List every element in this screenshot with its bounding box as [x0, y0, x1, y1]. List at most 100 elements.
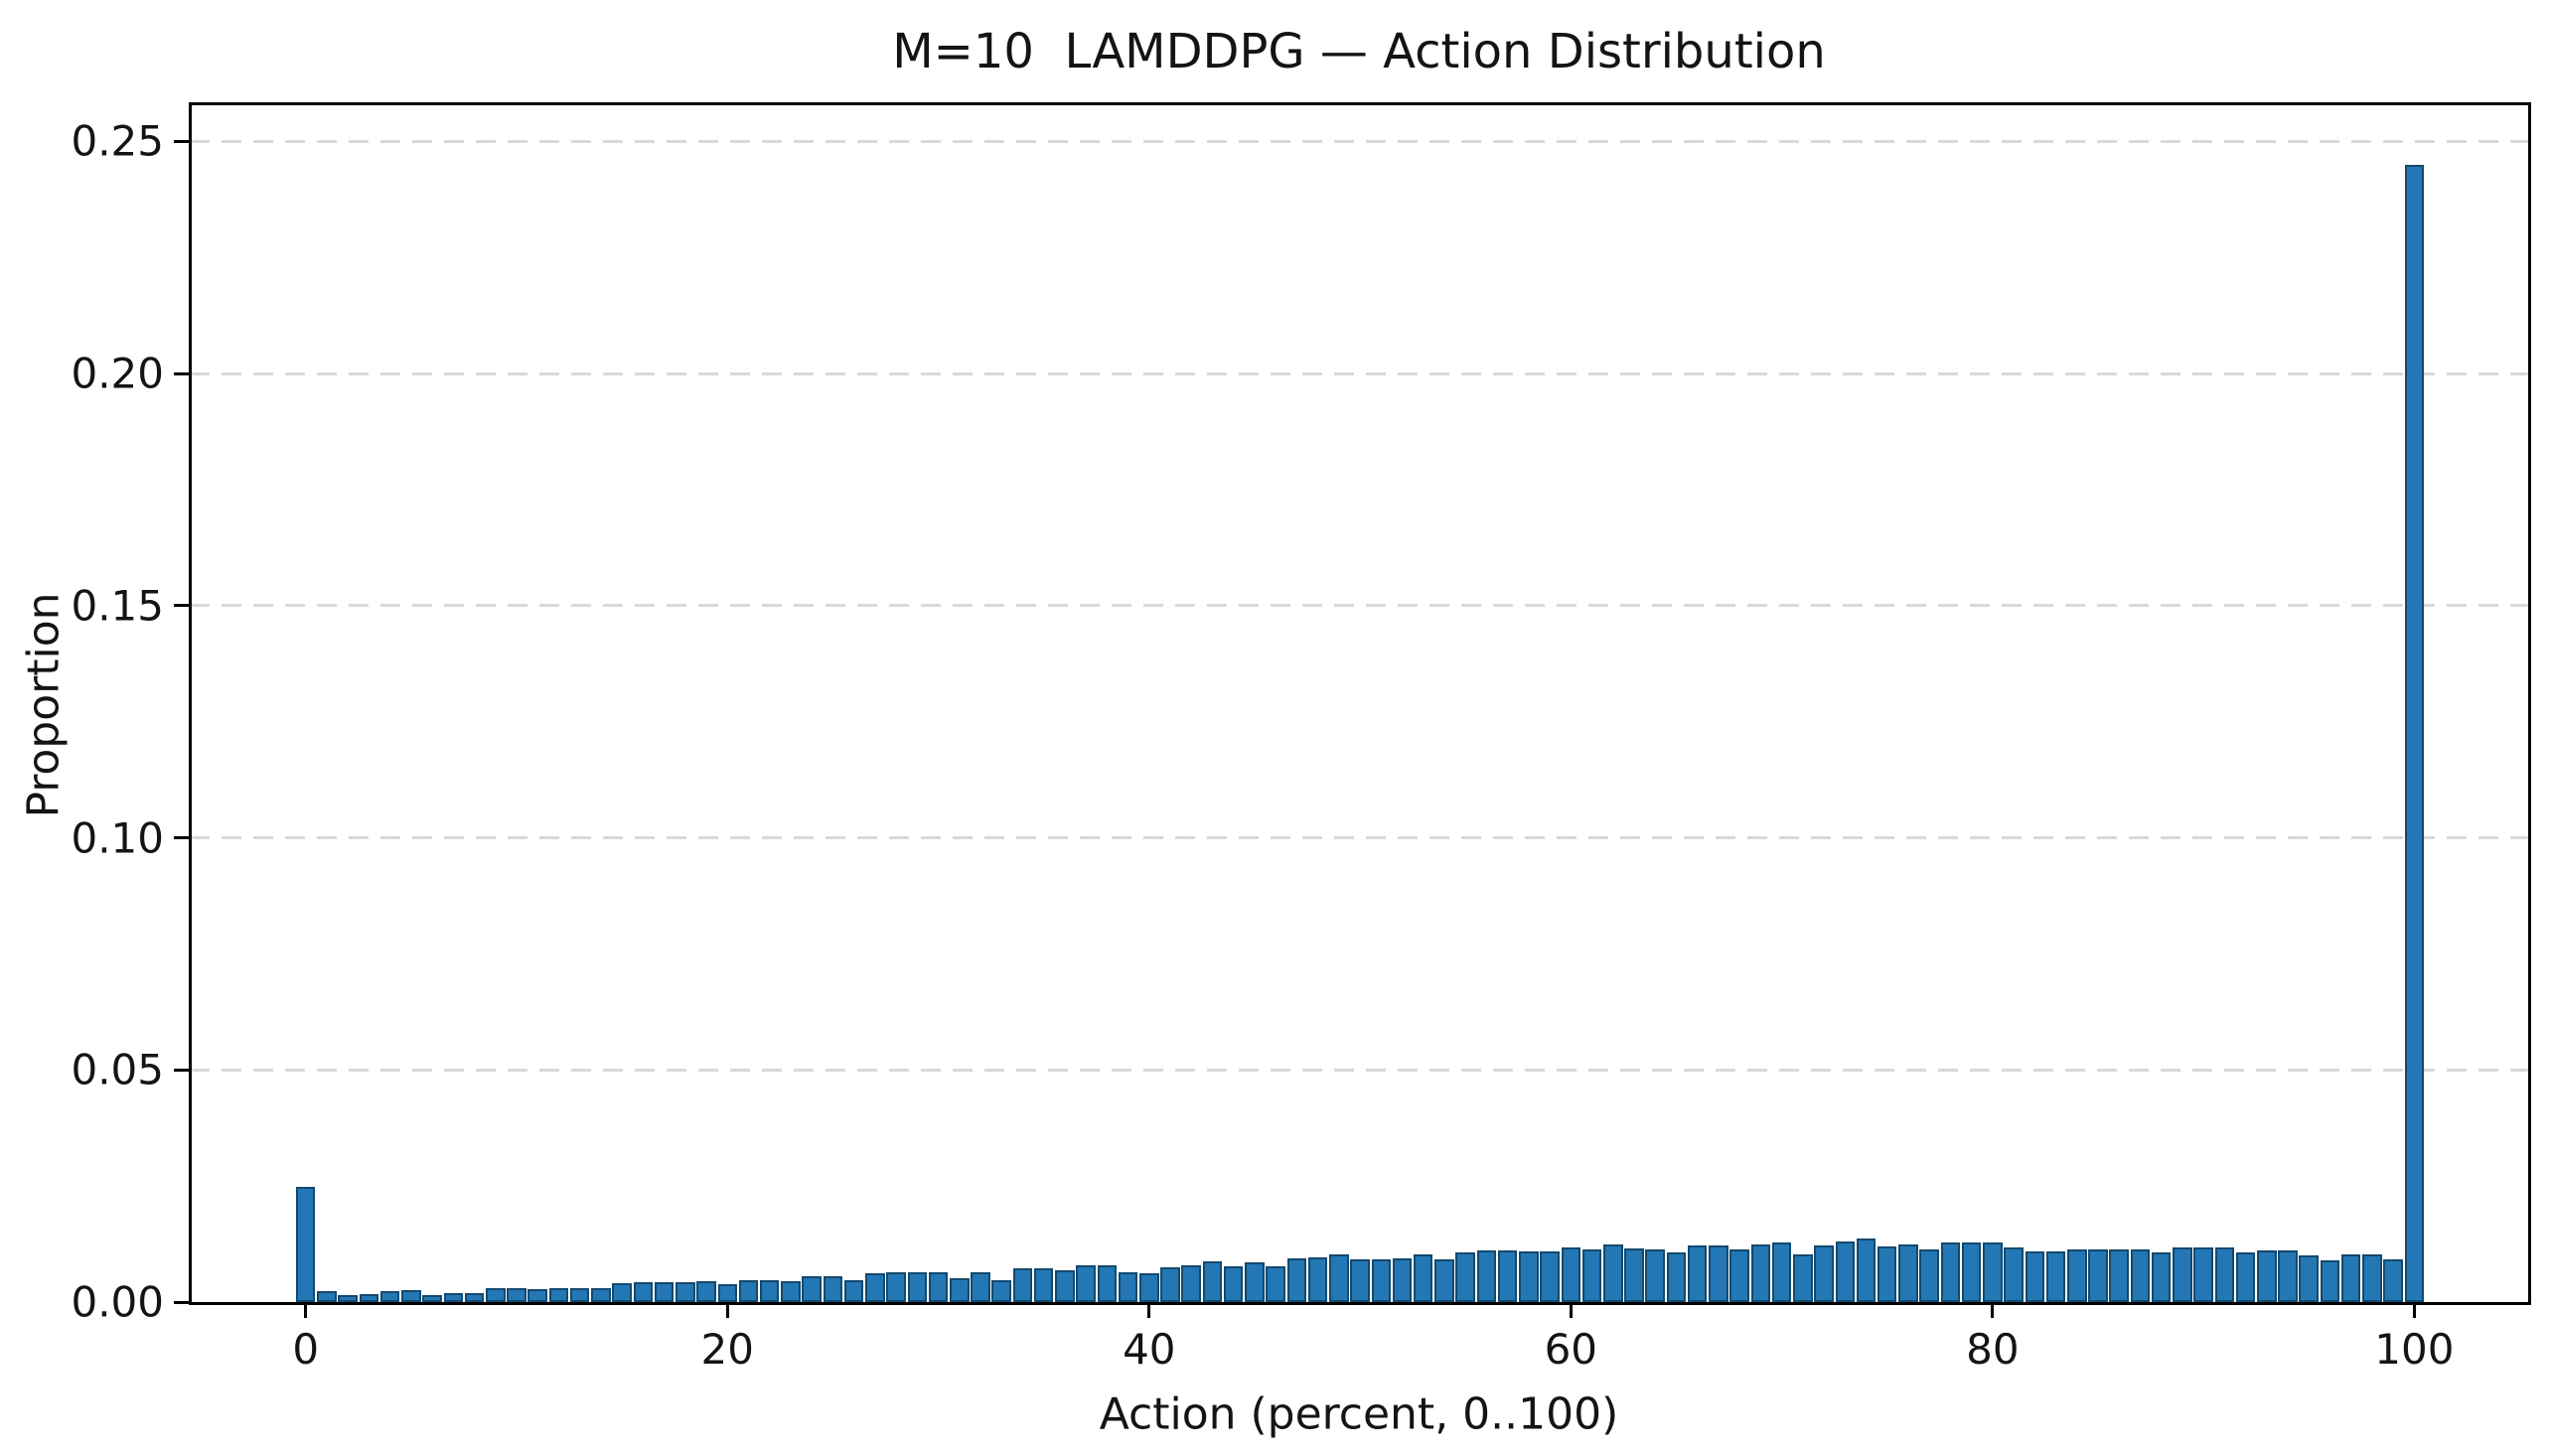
histogram-bar: [338, 1295, 358, 1302]
histogram-bar: [1540, 1251, 1560, 1302]
histogram-bar: [1223, 1266, 1244, 1302]
histogram-bar: [1455, 1252, 1475, 1302]
histogram-bar: [1961, 1242, 1982, 1302]
histogram-bar: [1076, 1265, 1096, 1302]
x-tick-label: 60: [1544, 1325, 1598, 1374]
histogram-bar: [422, 1295, 442, 1302]
histogram-bar: [843, 1280, 864, 1302]
histogram-bar: [1476, 1250, 1497, 1302]
histogram-bar: [971, 1272, 990, 1302]
y-tick-label: 0.00: [71, 1277, 164, 1327]
histogram-bar: [2025, 1251, 2045, 1302]
histogram-bar: [717, 1284, 738, 1302]
histogram-bar: [865, 1273, 885, 1302]
histogram-bar: [1497, 1250, 1518, 1302]
histogram-bar: [1033, 1268, 1054, 1302]
histogram-bar: [654, 1282, 675, 1302]
histogram-bar: [1709, 1245, 1728, 1302]
histogram-bar: [2088, 1249, 2108, 1302]
histogram-bar: [1266, 1266, 1285, 1302]
x-tick-label: 20: [700, 1325, 754, 1374]
histogram-bar: [295, 1187, 316, 1302]
y-tick-label: 0.20: [71, 349, 164, 398]
histogram-bar: [507, 1288, 526, 1302]
y-tick-label: 0.25: [71, 116, 164, 166]
histogram-bar: [1519, 1251, 1539, 1302]
histogram-bar: [696, 1281, 716, 1302]
histogram-bar: [633, 1282, 654, 1302]
histogram-bar: [949, 1278, 970, 1302]
y-tick: [174, 836, 190, 840]
histogram-bar: [2130, 1249, 2151, 1302]
histogram-bar: [1687, 1245, 1708, 1302]
x-tick: [2412, 1302, 2416, 1318]
x-tick: [725, 1302, 729, 1318]
histogram-bar: [1835, 1241, 1856, 1302]
histogram-bar: [2404, 165, 2425, 1302]
x-tick: [1569, 1302, 1573, 1318]
histogram-bar: [1750, 1244, 1771, 1302]
histogram-bar: [781, 1281, 801, 1302]
histogram-bar: [991, 1280, 1011, 1302]
histogram-bar: [1307, 1257, 1328, 1302]
y-axis-label: Proportion: [18, 592, 70, 818]
histogram-bar: [2340, 1254, 2361, 1302]
histogram-bar: [2214, 1247, 2235, 1302]
x-tick-label: 100: [2374, 1325, 2455, 1374]
histogram-bar: [1856, 1238, 1877, 1302]
histogram-bar: [1771, 1242, 1792, 1302]
histogram-bar: [527, 1289, 547, 1302]
histogram-bar: [2109, 1249, 2129, 1302]
histogram-bar: [359, 1294, 379, 1302]
x-axis-label: Action (percent, 0..100): [1099, 1388, 1619, 1440]
histogram-bar: [548, 1288, 569, 1302]
histogram-bar: [1877, 1246, 1897, 1302]
histogram-bar: [1160, 1267, 1180, 1302]
histogram-bar: [1202, 1261, 1223, 1302]
gridline: [190, 139, 2528, 143]
histogram-bar: [738, 1280, 759, 1302]
y-tick: [174, 1068, 190, 1072]
histogram-bar: [1793, 1254, 1813, 1302]
histogram-bar: [1413, 1254, 1433, 1302]
histogram-bar: [1392, 1258, 1413, 1302]
histogram-bar: [1898, 1244, 1918, 1302]
histogram-bar: [1561, 1247, 1581, 1302]
x-tick: [1991, 1302, 1995, 1318]
y-tick: [174, 139, 190, 143]
gridline: [190, 1068, 2528, 1072]
histogram-bar: [1666, 1252, 1687, 1302]
histogram-bar: [1919, 1249, 1939, 1302]
histogram-bar: [2362, 1254, 2382, 1302]
histogram-bar: [1181, 1265, 1201, 1302]
histogram-bar: [443, 1293, 464, 1302]
histogram-bar: [676, 1282, 695, 1302]
x-tick-label: 0: [292, 1325, 320, 1374]
histogram-bar: [1645, 1249, 1665, 1302]
histogram-bar: [1097, 1265, 1118, 1302]
histogram-bar: [591, 1288, 611, 1302]
histogram-bar: [1581, 1249, 1602, 1302]
histogram-bar: [1329, 1254, 1349, 1302]
y-tick-label: 0.15: [71, 581, 164, 631]
histogram-bar: [2173, 1247, 2192, 1302]
histogram-bar: [2320, 1260, 2340, 1302]
histogram-bar: [2193, 1247, 2213, 1302]
histogram-bar: [2235, 1252, 2256, 1302]
y-tick: [174, 604, 190, 608]
histogram-bar: [1118, 1272, 1138, 1302]
histogram-bar: [569, 1288, 590, 1302]
histogram-bar: [1983, 1242, 2003, 1302]
y-tick-label: 0.05: [71, 1045, 164, 1094]
y-tick: [174, 1300, 190, 1304]
histogram-bar: [612, 1283, 632, 1302]
histogram-bar: [802, 1276, 822, 1302]
histogram-bar: [1055, 1270, 1075, 1302]
histogram-bar: [1434, 1259, 1454, 1302]
chart-title: M=10 LAMDDPG — Action Distribution: [892, 24, 1826, 79]
histogram-bar: [907, 1272, 928, 1302]
histogram-bar: [2045, 1251, 2066, 1302]
histogram-bar: [1603, 1244, 1623, 1302]
histogram-bar: [2299, 1255, 2319, 1302]
